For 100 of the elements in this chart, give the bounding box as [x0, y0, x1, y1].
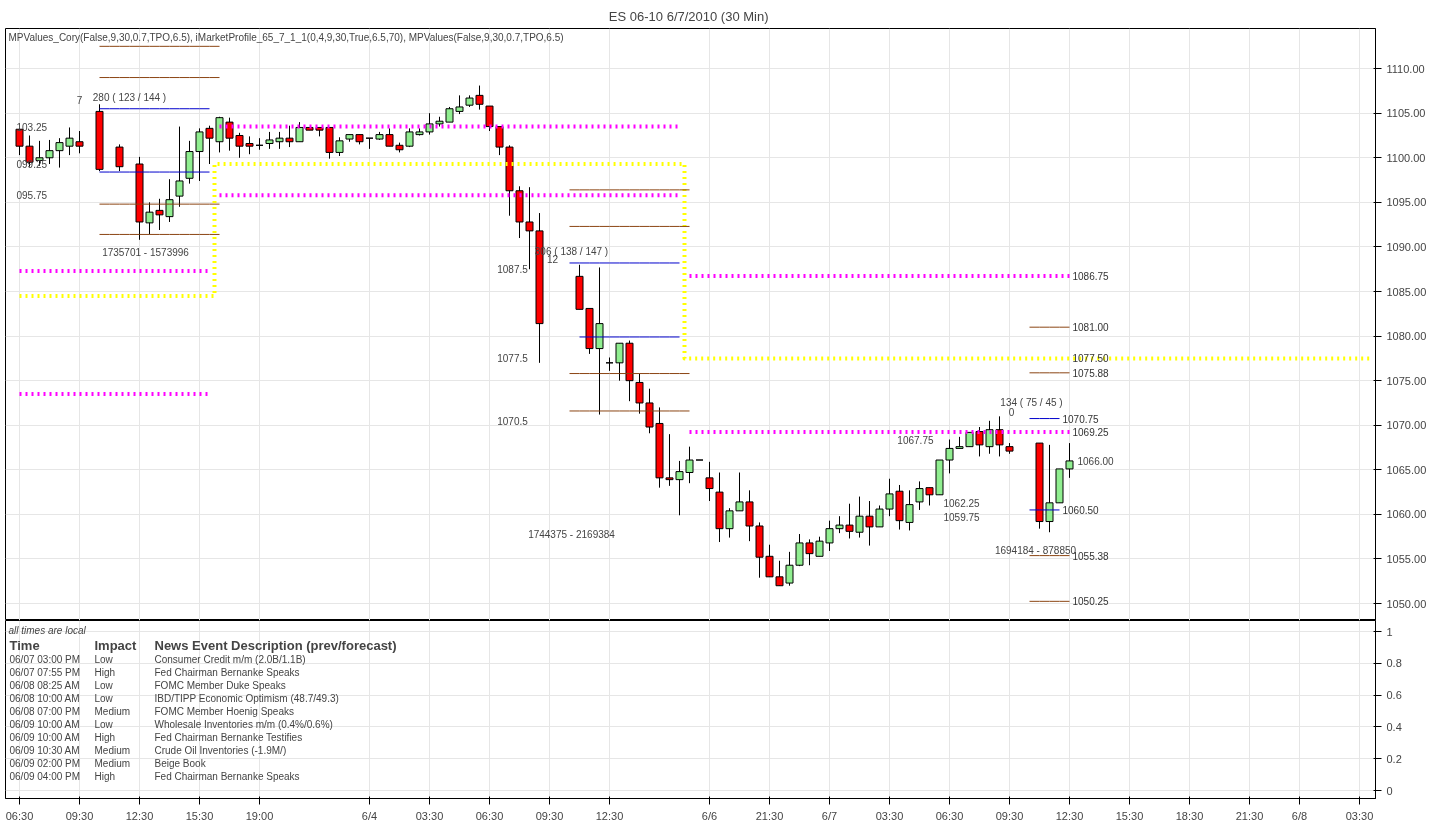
candlestick	[705, 461, 714, 502]
annotation: 103.25	[16, 122, 48, 134]
chart-subtitle: MPValues_Cory(False,9,30,0.7,TPO,6.5), iMarketProfile_65_7_1_1(0,4,9,30,True,6.5,70), MPValues(False,9,30,0.7,TPO,6.5)	[8, 31, 564, 43]
x-tick-label: 03:30	[875, 809, 904, 822]
data-label: 1069.25	[1072, 426, 1110, 438]
annotation: 1059.75	[943, 512, 981, 524]
x-tick-label: 15:30	[185, 809, 214, 822]
annotation: 1087.5	[497, 264, 529, 276]
candlestick	[635, 373, 644, 415]
annotation: 06/08 10:00 AM	[9, 692, 80, 704]
data-label: 1077.50	[1072, 353, 1110, 365]
y-tick-label: 0	[1386, 784, 1393, 797]
annotation: News Event Description (prev/forecast)	[154, 637, 397, 653]
y-tick-label: 0.2	[1386, 752, 1402, 765]
y-tick-label: 1085.00	[1386, 285, 1427, 298]
annotation: Low	[94, 718, 114, 730]
annotation: FOMC Member Hoenig Speaks	[154, 705, 294, 717]
y-tick-label: 1080.00	[1386, 330, 1427, 343]
annotation: 06/09 10:00 AM	[9, 718, 80, 730]
annotation: 134 ( 75 / 45 )	[1000, 397, 1063, 409]
annotation: 06/09 02:00 PM	[9, 757, 81, 769]
y-tick-label: 1110.00	[1386, 62, 1425, 75]
annotation: 1735701 - 1573996	[102, 246, 190, 258]
x-tick-label: 03:30	[415, 809, 444, 822]
annotation: Impact	[94, 637, 138, 653]
annotation: 06/07 07:55 PM	[9, 666, 81, 678]
x-tick-label: 03:30	[1345, 809, 1374, 822]
annotation: Wholesale Inventories m/m (0.4%/0.6%)	[154, 718, 333, 730]
annotation: 1077.5	[497, 353, 529, 365]
annotation: Medium	[94, 705, 131, 717]
x-tick-label: 6/6	[701, 809, 718, 822]
x-tick-label: 09:30	[65, 809, 94, 822]
chart-title: ES 06-10 6/7/2010 (30 Min)	[608, 8, 769, 24]
candlestick	[115, 143, 124, 172]
annotation: Crude Oil Inventories (-1.9M/)	[154, 744, 287, 756]
annotation: 095.75	[16, 190, 48, 202]
annotation: 06/07 03:00 PM	[9, 653, 81, 665]
x-tick-label: 21:30	[1235, 809, 1264, 822]
annotation: IBD/TIPP Economic Optimism (48.7/49.3)	[154, 692, 339, 704]
annotation: Consumer Credit m/m (2.0B/1.1B)	[154, 653, 306, 665]
annotation: 1067.75	[897, 435, 934, 447]
annotation: High	[94, 731, 116, 743]
annotation: Medium	[94, 744, 131, 756]
annotation: Fed Chairman Bernanke Testifies	[154, 731, 303, 743]
y-tick-label: 1075.00	[1386, 374, 1427, 387]
y-tick-label: 1065.00	[1386, 463, 1427, 476]
data-label: 1070.75	[1062, 413, 1100, 425]
data-label: 1050.25	[1072, 596, 1110, 608]
x-tick-label: 6/4	[361, 809, 378, 822]
y-tick-label: 1070.00	[1386, 419, 1427, 432]
annotation: 0	[1008, 406, 1015, 418]
annotation: 280 ( 123 / 144 )	[92, 91, 167, 103]
x-tick-label: 06:30	[935, 809, 964, 822]
annotation: High	[94, 770, 116, 782]
y-tick-label: 1095.00	[1386, 196, 1427, 209]
x-tick-label: 12:30	[1055, 809, 1084, 822]
y-tick-label: 1060.00	[1386, 508, 1427, 521]
x-tick-label: 06:30	[475, 809, 504, 822]
x-tick-label: 6/8	[1291, 809, 1308, 822]
annotation: Low	[94, 692, 114, 704]
candlestick	[175, 126, 184, 208]
annotation: 06/08 07:00 PM	[9, 705, 81, 717]
annotation: 1066.00	[1077, 455, 1115, 467]
x-tick-label: 12:30	[595, 809, 624, 822]
x-tick-label: 19:00	[245, 809, 274, 822]
annotation: 06/08 08:25 AM	[9, 679, 80, 691]
annotation: Time	[9, 637, 40, 653]
annotation: 1062.25	[943, 497, 981, 509]
x-tick-label: 09:30	[995, 809, 1024, 822]
annotation: High	[94, 666, 116, 678]
data-label: 1081.00	[1072, 322, 1110, 334]
y-tick-label: 0.8	[1386, 657, 1402, 670]
data-label: 1060.50	[1062, 504, 1100, 516]
x-tick-label: 15:30	[1115, 809, 1144, 822]
y-tick-label: 1055.00	[1386, 552, 1427, 565]
annotation: 1070.5	[497, 415, 529, 427]
annotation: 06/09 10:00 AM	[9, 731, 80, 743]
data-label: 1086.75	[1072, 270, 1110, 282]
annotation: 06/09 04:00 PM	[9, 770, 81, 782]
annotation: 1744375 - 2169384	[528, 529, 616, 541]
annotation: 099.25	[16, 159, 48, 171]
x-tick-label: 6/7	[821, 809, 838, 822]
x-tick-label: 12:30	[125, 809, 154, 822]
data-label: 1075.88	[1072, 367, 1110, 379]
y-tick-label: 0.6	[1386, 689, 1402, 702]
annotation: 1694184 - 878850	[994, 544, 1077, 556]
annotation: Fed Chairman Bernanke Speaks	[154, 770, 300, 782]
annotation: 06/09 10:30 AM	[9, 744, 80, 756]
annotation: 7	[76, 94, 83, 106]
x-tick-label: 06:30	[5, 809, 34, 822]
annotation: Beige Book	[154, 757, 207, 769]
candlestick	[1065, 442, 1074, 479]
annotation: all times are local	[8, 624, 87, 636]
annotation: FOMC Member Duke Speaks	[154, 679, 286, 691]
y-tick-label: 1100.00	[1386, 151, 1426, 164]
y-tick-label: 1050.00	[1386, 597, 1427, 610]
annotation: Medium	[94, 757, 131, 769]
y-tick-label: 1	[1386, 625, 1393, 638]
y-tick-label: 1090.00	[1386, 240, 1427, 253]
annotation: Low	[94, 653, 114, 665]
